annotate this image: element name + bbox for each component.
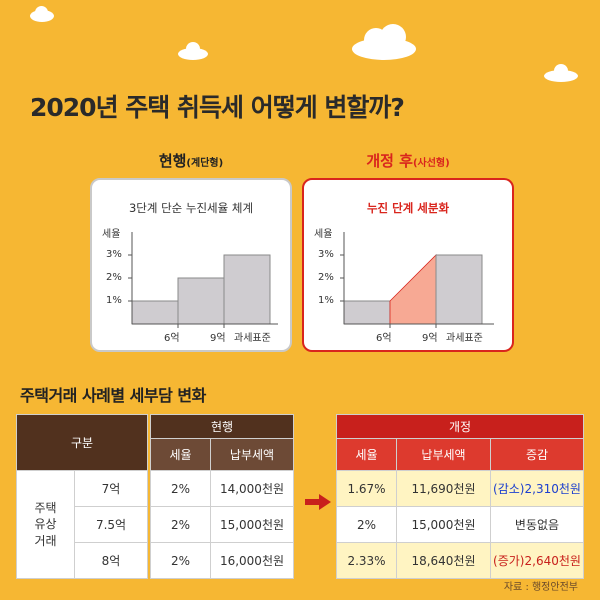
page-title: 2020년 주택 취득세 어떻게 변할까? [30, 93, 405, 122]
current-step-chart [128, 232, 278, 328]
step-bar-2 [177, 277, 225, 325]
row-group-label: 주택 유상 거래 [16, 470, 75, 579]
tax-column-header: 납부세액 [396, 438, 491, 471]
revised-tax-chart-panel: 누진 단계 세분화 세율 3% 2% 1% 6억 9억 과세표준 [302, 178, 514, 352]
tax-column-header: 납부세액 [210, 438, 294, 471]
rate-cell: 1.67% [336, 470, 397, 507]
revised-header: 개정 [336, 414, 584, 439]
tax-cell: 16,000천원 [210, 542, 294, 579]
flat-bar-1 [343, 300, 391, 325]
tax-cell: 11,690천원 [396, 470, 491, 507]
step-bar-1 [131, 300, 179, 325]
flat-bar-3 [435, 254, 483, 325]
x-tick-9: 9억 [422, 333, 438, 344]
cloud-icon [178, 42, 208, 60]
table-row: 1.67% 11,690천원 (감소)2,310천원 [336, 470, 584, 507]
table-row: 2% 15,000천원 변동없음 [336, 506, 584, 543]
price-cell: 8억 [74, 542, 148, 579]
y-axis-label: 세율 [102, 229, 121, 240]
y-tick-1: 1% [318, 295, 334, 306]
y-tick-3: 3% [106, 249, 122, 260]
change-cell: (증가)2,640천원 [490, 542, 584, 579]
tax-cell: 18,640천원 [396, 542, 491, 579]
table-row: 2% 15,000천원 [150, 506, 294, 543]
table-row: 2.33% 18,640천원 (증가)2,640천원 [336, 542, 584, 579]
revised-slope-chart [340, 232, 494, 328]
change-column-header: 증감 [490, 438, 584, 471]
cloud-icon [30, 6, 54, 22]
gubun-header: 구분 [16, 414, 148, 471]
price-cell: 7억 [74, 470, 148, 507]
x-tick-6: 6억 [164, 333, 180, 344]
current-header: 현행 [150, 414, 294, 439]
revised-tax-table: 개정 세율 납부세액 증감 1.67% 11,690천원 (감소)2,310천원… [336, 414, 584, 579]
change-cell: (감소)2,310천원 [490, 470, 584, 507]
rate-column-header: 세율 [336, 438, 397, 471]
price-cell: 7.5억 [74, 506, 148, 543]
x-tick-9: 9억 [210, 333, 226, 344]
y-axis-label: 세율 [314, 229, 333, 240]
source-credit: 자료 : 행정안전부 [503, 582, 578, 593]
table-row: 2% 14,000천원 [150, 470, 294, 507]
tax-cell: 14,000천원 [210, 470, 294, 507]
rate-cell: 2.33% [336, 542, 397, 579]
rate-cell: 2% [150, 542, 211, 579]
revised-system-heading: 개정 후(사선형) [302, 150, 514, 171]
change-cell: 변동없음 [490, 506, 584, 543]
revised-heading-text: 개정 후 [366, 152, 413, 170]
rate-cell: 2% [150, 506, 211, 543]
rate-column-header: 세율 [150, 438, 211, 471]
current-chart-subtitle: 3단계 단순 누진세율 체계 [128, 201, 254, 215]
table-row: 2% 16,000천원 [150, 542, 294, 579]
slope-section [389, 254, 437, 325]
section-title: 주택거래 사례별 세부담 변화 [20, 386, 206, 405]
x-tick-6: 6억 [376, 333, 392, 344]
cloud-icon [544, 64, 578, 82]
x-axis-label: 과세표준 [446, 333, 483, 344]
arrow-right-icon [305, 494, 331, 510]
tax-cell: 15,000천원 [396, 506, 491, 543]
revised-chart-subtitle: 누진 단계 세분화 [366, 201, 450, 215]
revised-heading-sub: (사선형) [412, 158, 450, 169]
y-tick-3: 3% [318, 249, 334, 260]
y-tick-2: 2% [318, 272, 334, 283]
cloud-icon [352, 24, 416, 60]
tax-cell: 15,000천원 [210, 506, 294, 543]
rate-cell: 2% [150, 470, 211, 507]
step-bar-3 [223, 254, 271, 325]
category-table: 구분 주택 유상 거래 7억 7.5억 8억 [16, 414, 148, 579]
y-tick-2: 2% [106, 272, 122, 283]
current-heading-text: 현행 [158, 152, 187, 170]
rate-cell: 2% [336, 506, 397, 543]
y-tick-1: 1% [106, 295, 122, 306]
current-tax-table: 현행 세율 납부세액 2% 14,000천원 2% 15,000천원 2% 16… [150, 414, 294, 579]
x-axis-label: 과세표준 [234, 333, 271, 344]
current-tax-chart-panel: 3단계 단순 누진세율 체계 세율 3% 2% 1% 6억 9억 과세표준 [90, 178, 292, 352]
current-heading-sub: (계단형) [186, 158, 224, 169]
current-system-heading: 현행(계단형) [90, 150, 292, 171]
